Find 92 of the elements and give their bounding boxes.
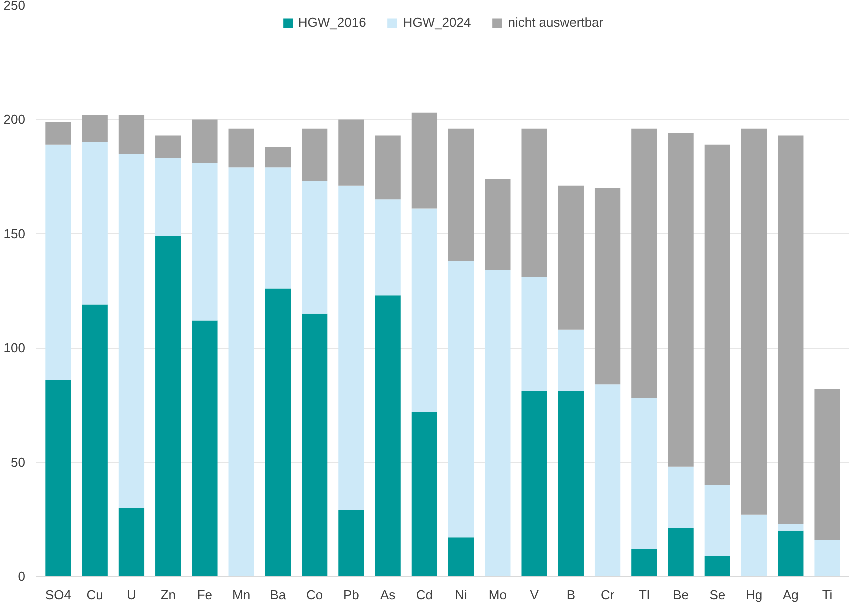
- legend-label: nicht auswertbar: [508, 15, 604, 30]
- x-tick-label: Pb: [343, 588, 360, 602]
- x-tick-label: Co: [306, 588, 324, 602]
- bar: [118, 115, 145, 154]
- legend-label: HGW_2016: [298, 15, 366, 30]
- x-tick-label: Ti: [822, 588, 833, 602]
- bar: [632, 128, 658, 398]
- x-tick-label: Cu: [86, 588, 104, 602]
- bar: [632, 549, 658, 576]
- x-tick-label: Ag: [782, 588, 799, 602]
- bar: [412, 412, 438, 576]
- x-tick-label: Ba: [270, 588, 287, 602]
- bar: [778, 524, 804, 531]
- bar: [118, 508, 145, 576]
- bar: [192, 120, 218, 164]
- bar: [82, 304, 108, 576]
- bar: [522, 391, 548, 576]
- y-tick-label: 200: [4, 112, 26, 128]
- y-tick-label: 100: [4, 340, 26, 356]
- bar: [778, 530, 804, 576]
- y-tick-label: 150: [4, 226, 26, 242]
- bar: [741, 128, 768, 515]
- bar: [375, 200, 401, 296]
- x-tick-label: Ni: [455, 588, 468, 602]
- bar: [778, 136, 804, 524]
- x-tick-label: Fe: [197, 588, 213, 602]
- bar: [448, 261, 474, 538]
- bar: [82, 115, 108, 143]
- bar: [375, 296, 401, 576]
- x-tick-label: Be: [673, 588, 689, 602]
- x-tick-label: As: [380, 588, 396, 602]
- bar: [485, 179, 511, 270]
- bar: [594, 384, 621, 576]
- bar: [375, 136, 401, 200]
- bar: [668, 528, 694, 576]
- bar: [265, 147, 292, 168]
- bar: [46, 122, 72, 145]
- bar: [594, 188, 621, 385]
- x-tick-label: Zn: [160, 588, 176, 602]
- bar: [741, 514, 768, 576]
- bar: [412, 112, 438, 209]
- bar: [82, 142, 108, 305]
- bar: [302, 181, 328, 314]
- bar: [338, 186, 364, 510]
- bar: [485, 270, 511, 576]
- bar: [338, 120, 364, 186]
- x-tick-label: SO4: [45, 588, 72, 602]
- bar: [228, 128, 254, 168]
- x-tick-label: Mn: [232, 588, 251, 602]
- legend-label: HGW_2024: [403, 15, 472, 30]
- bar: [522, 277, 548, 392]
- bar: [704, 144, 730, 486]
- y-tick-label: 50: [11, 454, 26, 470]
- bar: [302, 314, 328, 576]
- bar: [558, 391, 584, 576]
- bar: [668, 466, 694, 529]
- bar: [156, 158, 182, 236]
- bar: [265, 288, 292, 576]
- bar: [46, 144, 72, 380]
- x-tick-label: U: [127, 588, 136, 602]
- bar: [522, 128, 548, 278]
- bar: [338, 510, 364, 576]
- bar: [448, 538, 474, 576]
- bar: [302, 128, 328, 182]
- bar: [265, 168, 292, 289]
- bar: [558, 186, 584, 330]
- bar: [814, 389, 840, 540]
- x-tick-label: Hg: [746, 588, 763, 602]
- bar: [192, 320, 218, 576]
- x-tick-label: Mo: [488, 588, 507, 602]
- bar: [704, 485, 730, 556]
- bar: [668, 133, 694, 467]
- bar: [192, 163, 218, 321]
- y-tick-label: 0: [18, 569, 26, 584]
- x-tick-label: Cd: [416, 588, 434, 602]
- x-tick-label: B: [566, 588, 576, 602]
- bar: [448, 128, 474, 262]
- bar: [118, 154, 145, 508]
- bar: [814, 540, 840, 576]
- bar: [156, 136, 182, 159]
- bar: [704, 556, 730, 576]
- bar: [558, 330, 584, 392]
- x-tick-label: Tl: [639, 588, 650, 602]
- y-tick-label: 250: [4, 0, 26, 13]
- x-tick-label: Cr: [600, 588, 616, 602]
- bar: [412, 208, 438, 412]
- x-tick-label: V: [530, 588, 540, 602]
- bar: [228, 168, 254, 576]
- bar: [46, 380, 72, 576]
- bar: [632, 398, 658, 550]
- x-tick-label: Se: [710, 588, 726, 602]
- bar: [156, 236, 182, 576]
